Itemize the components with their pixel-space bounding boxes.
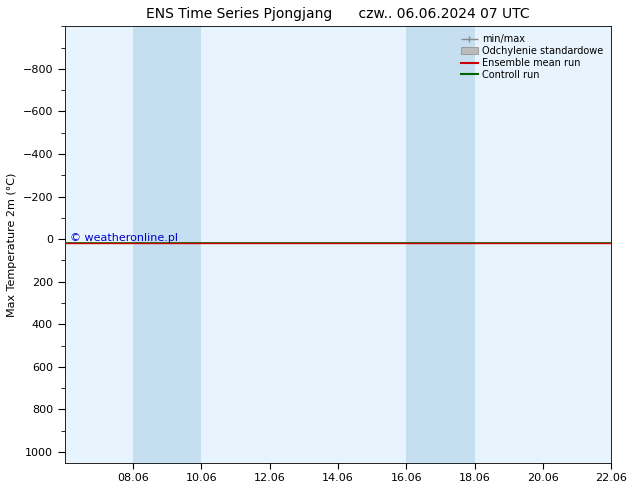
Text: © weatheronline.pl: © weatheronline.pl xyxy=(70,233,178,244)
Bar xyxy=(133,26,202,463)
Legend: min/max, Odchylenie standardowe, Ensemble mean run, Controll run: min/max, Odchylenie standardowe, Ensembl… xyxy=(458,31,606,83)
Title: ENS Time Series Pjongjang      czw.. 06.06.2024 07 UTC: ENS Time Series Pjongjang czw.. 06.06.20… xyxy=(146,7,530,21)
Y-axis label: Max Temperature 2m (°C): Max Temperature 2m (°C) xyxy=(7,172,17,317)
Bar xyxy=(406,26,474,463)
